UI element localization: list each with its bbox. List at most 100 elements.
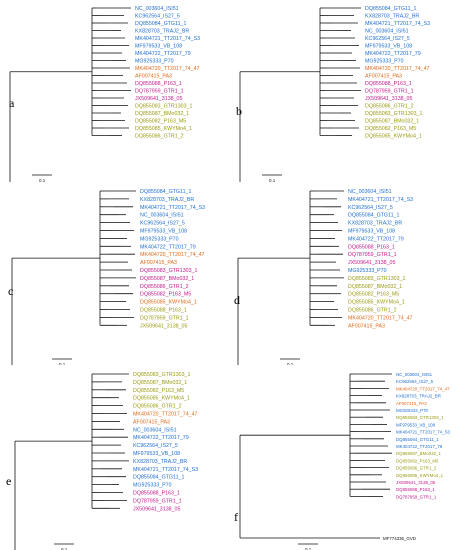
scale-label: 0.1 (305, 547, 312, 550)
taxon-label: AF007415_PA3 (133, 419, 170, 425)
taxon-label: KX828703_TRAJ2_BR (140, 197, 194, 203)
taxon-label: DQ855083_GTR1303_1 (396, 415, 444, 420)
panel-letter: a (9, 96, 15, 110)
tree-panel-b: DQ855084_GTG11_1 KX828703_TRAJ2_BR MK40472… (230, 0, 459, 182)
taxon-label: DQ855085_KWYMo4_1 (133, 396, 190, 402)
taxon-label: DQ855088_P163_1 (135, 81, 182, 87)
taxon-label: DQ855084_GTG11_1 (348, 213, 399, 219)
taxon-label: JX509641_3138_05 (140, 323, 187, 329)
phylogenetic-tree-c: DQ855084_GTG11_1 KX828703_TRAJ2_BR MK40472… (11, 189, 205, 365)
taxon-label: DQ855082_P163_M5 (365, 126, 416, 132)
tree-panel-f: NC_003604_ISI51 KC962564_IS27_5 MK404720_T… (230, 366, 459, 550)
taxon-label: JX509641_3138_05 (365, 96, 412, 102)
taxon-label: MK404721_TT2017_74_S3 (135, 36, 200, 42)
taxon-label: MG925333_P70 (140, 236, 179, 242)
taxon-label: JX509641_3138_05 (135, 96, 182, 102)
taxon-label: NC_003604_ISI51 (133, 427, 177, 433)
taxon-label: MK404720_TT2017_74_47 (133, 412, 198, 418)
phylogenetic-tree-f: NC_003604_ISI51 KC962564_IS27_5 MK404720_T… (239, 372, 451, 550)
taxon-label: DQ855083_GTR1303_1 (365, 111, 422, 117)
taxon-label: DQ855088_P163_1 (140, 308, 187, 314)
taxon-label: DQ855086_GTR1_2 (135, 134, 184, 140)
scale-label: 0.1 (39, 178, 46, 182)
taxon-label: DQ855084_GTG11_1 (133, 475, 184, 481)
scale-label: 0.1 (59, 362, 66, 365)
taxon-label: KC962564_IS27_5 (140, 221, 185, 227)
taxon-label: KX828703_TRAJ2_BR (348, 221, 402, 227)
taxon-label: DQ855082_P163_M5 (396, 458, 439, 463)
taxon-label: DQ855085_KWYMo4_1 (135, 126, 192, 132)
taxon-label: MK404720_TT2017_74_47 (348, 315, 413, 321)
taxon-label: NC_003604_ISI51 (140, 213, 184, 219)
taxon-label: DQ855082_P163_M5 (348, 292, 399, 298)
taxon-label: DQ855085_KWYMo4_1 (140, 300, 197, 306)
taxon-label: AF007415_PA3 (140, 260, 177, 266)
outgroup-label: MF774336_GVD (383, 536, 416, 541)
taxon-label: MK404721_TT2017_74_S3 (348, 197, 413, 203)
taxon-label: AF007415_PA3 (135, 74, 172, 80)
taxon-label: MK404722_TT2017_79 (133, 435, 189, 441)
taxon-label: NC_003604_ISI51 (135, 6, 179, 12)
tree-panel-e: DQ855083_GTR1303_1 DQ855087_BMo032_1 DQ855… (0, 366, 229, 550)
taxon-label: MK404722_TT2017_79 (135, 51, 191, 57)
taxon-label: MK404720_TT2017_74_47 (140, 252, 205, 258)
phylogenetic-tree-b: DQ855084_GTG11_1KX828703_TRAJ2_BRMK40472… (239, 6, 430, 182)
phylogenetic-tree-e: DQ855083_GTR1303_1 DQ855087_BMo032_1 DQ855… (14, 372, 198, 550)
taxon-label: DQ855084_GTG11_1 (396, 437, 439, 442)
taxon-label: DQ855082_P163_M5 (135, 119, 186, 125)
taxon-label: DQ855085_KWYMo4_1 (365, 134, 422, 140)
taxon-label: DQ855087_BMo032_1 (396, 451, 441, 456)
taxon-label: MK404721_TT2017_74_S3 (396, 430, 451, 435)
taxon-label: DQ855084_GTG11_1 (140, 189, 191, 195)
taxon-label: DQ855087_BMo032_1 (365, 119, 419, 125)
taxon-label: DQ787959_GTR1_1 (348, 252, 397, 258)
taxon-label: KC962564_IS27_5 (396, 379, 434, 384)
taxon-label: MK404721_TT2017_74_S3 (365, 21, 430, 27)
tree-panel-a: NC_003604_ISI51 KC962564_IS27_5 DQ855084_G… (0, 0, 229, 182)
taxon-label: KC962564_IS27_5 (365, 36, 410, 42)
taxon-label: AF007415_PA3 (365, 74, 402, 80)
taxon-label: MF979533_VB_108 (396, 422, 436, 427)
taxon-label: NC_003604_ISI51 (365, 29, 409, 35)
phylogenetic-tree-a: NC_003604_ISI51 KC962564_IS27_5DQ855084_G… (9, 6, 200, 182)
taxon-label: DQ855087_BMo032_1 (140, 276, 194, 282)
taxon-label: DQ855087_BMo032_1 (133, 380, 187, 386)
taxon-label: JX509641_3138_05 (396, 480, 436, 485)
panel-letter: f (234, 510, 238, 524)
taxon-label: MK404720_TT2017_74_47 (365, 66, 430, 72)
taxon-label: DQ787959_GTR1_1 (140, 315, 189, 321)
taxon-label: MG925333_P70 (135, 59, 174, 65)
taxon-label: DQ787959_GTR1_1 (133, 498, 182, 504)
taxon-label: MK404721_TT2017_74_S3 (140, 205, 205, 211)
taxon-label: DQ855083_GTR1303_1 (140, 268, 197, 274)
taxon-label: DQ855084_GTG11_1 (365, 6, 416, 12)
taxon-label: MG925333_P70 (396, 408, 429, 413)
taxon-label: DQ855083_GTR1303_1 (133, 372, 190, 378)
taxon-label: MG925333_P70 (133, 483, 172, 489)
taxon-label: MF979533_VB_108 (140, 229, 187, 235)
tree-panel-c: DQ855084_GTG11_1 KX828703_TRAJ2_BR MK40472… (0, 183, 229, 365)
taxon-label: DQ855088_P163_1 (133, 491, 180, 497)
taxon-label: JX509641_3138_05 (348, 260, 395, 266)
taxon-label: DQ855083_GTR1303_1 (135, 104, 192, 110)
taxon-label: DQ787959_GTR1_1 (365, 89, 414, 95)
taxon-label: AF007415_PA3 (396, 401, 427, 406)
taxon-label: DQ855083_GTR1303_1 (348, 276, 405, 282)
taxon-label: MF979533_VB_108 (365, 44, 412, 50)
taxon-label: MK404722_TT2017_79 (365, 51, 421, 57)
taxon-label: JX509641_3138_05 (133, 506, 180, 512)
taxon-label: DQ855082_P163_M5 (133, 388, 184, 394)
taxon-label: DQ855086_GTR1_2 (348, 308, 397, 314)
panel-letter: e (6, 474, 12, 488)
scale-label: 0.1 (61, 547, 68, 550)
taxon-label: DQ855086_GTR1_2 (140, 284, 189, 290)
taxon-label: KX828703_TRAJ2_BR (133, 459, 187, 465)
taxon-label: DQ855084_GTG11_1 (135, 21, 186, 27)
taxon-label: DQ855088_P163_1 (365, 81, 412, 87)
taxon-label: MK404721_TT2017_74_S3 (133, 467, 198, 473)
taxon-label: DQ855087_BMo032_1 (135, 111, 189, 117)
panel-letter: d (234, 293, 240, 307)
taxon-label: MK404722_TT2017_79 (348, 236, 404, 242)
taxon-label: KC962564_IS27_5 (135, 14, 180, 20)
taxon-label: KX828703_TRAJ2_BR (396, 394, 441, 399)
